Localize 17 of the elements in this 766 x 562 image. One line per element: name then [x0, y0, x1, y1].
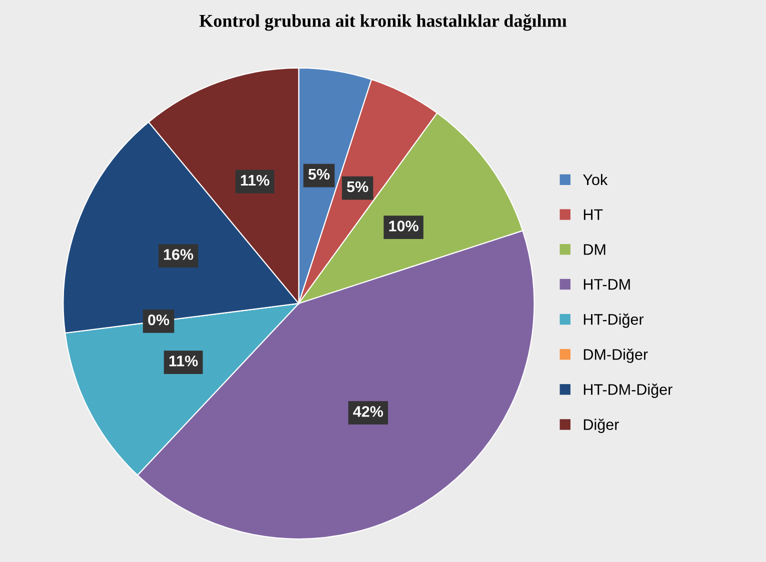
legend-label: Yok	[583, 174, 608, 186]
legend-label: DM-Diğer	[584, 348, 648, 363]
text: 0%	[148, 314, 170, 326]
data-label: 11%	[169, 356, 198, 366]
chart-title: Kontrol grubuna ait kronik hastalıklar dağılımı	[199, 14, 567, 31]
data-label: 11%	[240, 174, 270, 186]
data-label: 5%	[308, 168, 330, 180]
data-label: 5%	[346, 181, 368, 192]
legend-label: HT-DM-Diğer	[584, 384, 672, 398]
data-label: 16%	[164, 249, 194, 260]
legend-label: DM	[584, 244, 606, 255]
legend-label: Diğer	[584, 418, 619, 434]
legend-label: HT-DM	[584, 279, 630, 290]
legend-label: HT	[584, 209, 603, 220]
data-label: 42%	[353, 406, 384, 417]
legend-label: HT-Diğer	[584, 313, 644, 328]
data-label: 10%	[389, 220, 418, 232]
